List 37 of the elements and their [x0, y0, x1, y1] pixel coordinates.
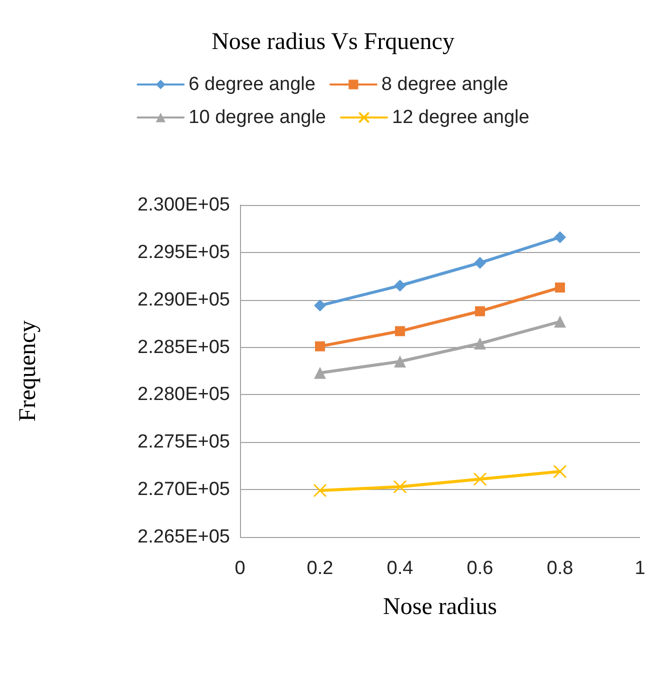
point	[314, 300, 326, 312]
point	[554, 316, 566, 328]
point	[475, 306, 485, 316]
y-tick-label: 2.285E+05	[138, 336, 230, 358]
x-tick-label: 0.2	[306, 558, 334, 579]
chart-title: Nose radius Vs Frquency	[212, 29, 454, 55]
legend-label: 6 degree angle	[188, 74, 316, 95]
y-tick-label: 2.265E+05	[138, 526, 230, 548]
point	[315, 341, 325, 352]
point	[313, 484, 327, 498]
point	[395, 326, 405, 336]
y-tick-label: 2.270E+05	[138, 479, 230, 500]
point	[474, 256, 486, 269]
point	[394, 356, 406, 368]
y-tick-label: 2.295E+05	[138, 242, 230, 263]
point	[554, 231, 566, 244]
y-tick-label: 2.275E+05	[138, 432, 230, 453]
x-tick-label: 0	[234, 558, 246, 579]
x-tick-label: 0.4	[386, 558, 414, 579]
point	[314, 366, 326, 379]
point	[474, 337, 486, 350]
point	[473, 472, 487, 486]
y-tick-label: 2.290E+05	[138, 289, 230, 310]
x-tick-label: 1	[634, 558, 646, 579]
y-tick-label: 2.280E+05	[138, 384, 230, 406]
point	[394, 280, 406, 292]
point	[553, 464, 567, 478]
legend-label: 10 degree angle	[188, 107, 326, 128]
x-tick-label: 0.8	[546, 558, 574, 579]
x-axis-title: Nose radius	[383, 594, 497, 620]
y-axis-title: Frequency	[15, 320, 41, 422]
point	[555, 282, 565, 293]
legend-label: 12 degree angle	[392, 107, 530, 128]
y-tick-label: 2.300E+05	[138, 194, 230, 216]
point	[393, 480, 407, 494]
x-tick-label: 0.6	[466, 558, 494, 579]
legend-label: 8 degree angle	[381, 74, 508, 95]
